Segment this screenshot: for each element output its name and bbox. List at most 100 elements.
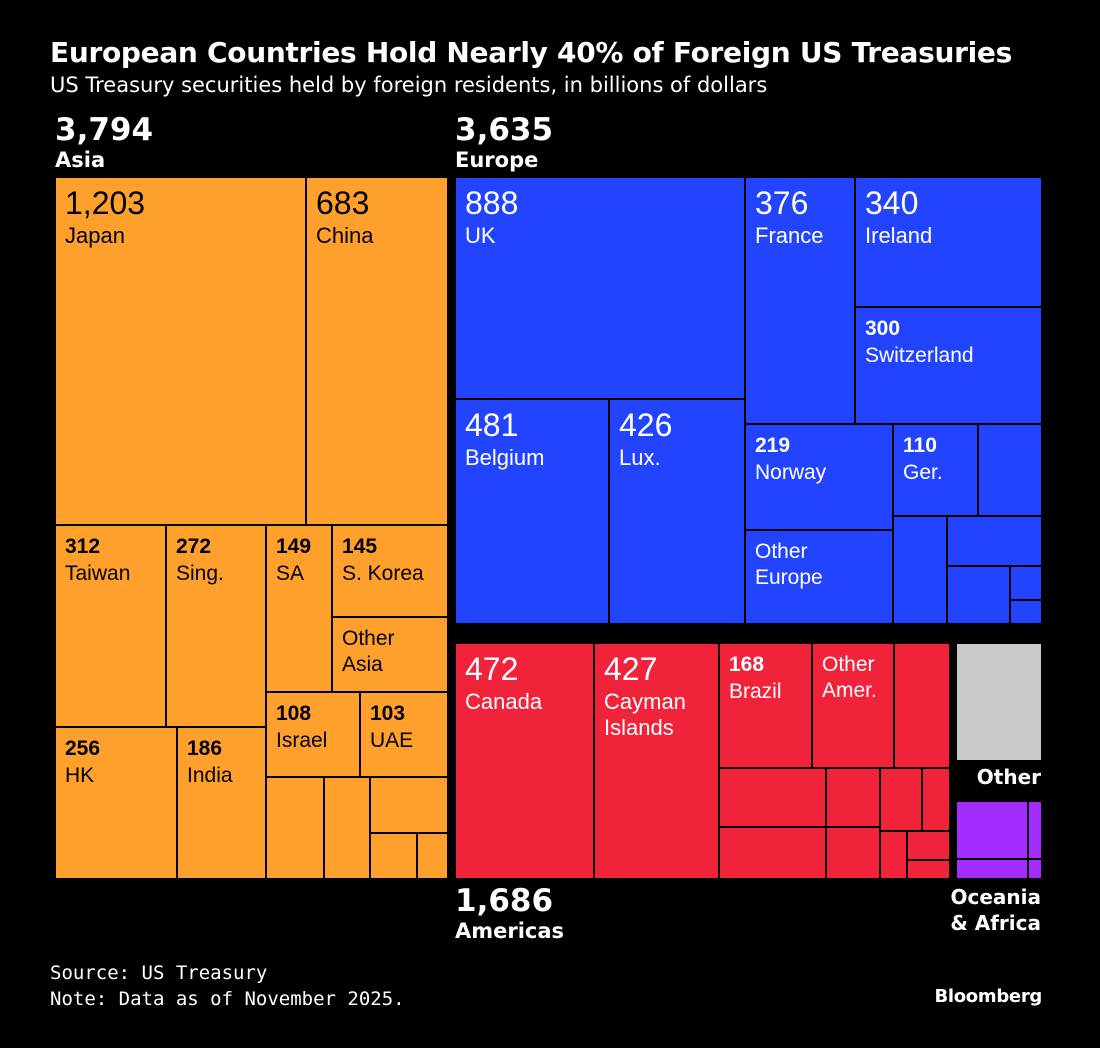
tile-name-france: France xyxy=(755,223,823,248)
tile-oceania-1 xyxy=(955,800,1029,860)
tile-value-ireland: 340 xyxy=(865,185,918,221)
tile-belgium xyxy=(454,398,610,625)
tile-europe-minor-6 xyxy=(1009,599,1043,625)
tile-other xyxy=(955,642,1043,762)
tile-oceania-4 xyxy=(1027,858,1043,880)
tile-name-ger: Ger. xyxy=(903,461,943,484)
tile-europe-minor-1 xyxy=(977,423,1043,517)
tile-s-korea xyxy=(331,524,449,618)
tile-japan xyxy=(54,176,307,526)
tile-name-other-europe-1: Other xyxy=(755,540,808,563)
tile-name-other-asia-1: Other xyxy=(342,627,395,650)
tile-other-asia xyxy=(331,616,449,693)
group-label-asia: 3,794 Asia xyxy=(55,115,153,171)
tile-name-other-amer-1: Other xyxy=(822,653,875,676)
tile-value-hk: 256 xyxy=(65,737,100,760)
tile-value-switzerland: 300 xyxy=(865,317,900,340)
tile-value-uk: 888 xyxy=(465,185,518,221)
tile-switzerland xyxy=(854,306,1043,425)
tile-americas-minor-5 xyxy=(921,767,951,832)
tile-asia-minor-1 xyxy=(265,776,325,880)
tile-americas-minor-3 xyxy=(825,767,881,828)
tile-name-cayman-islands-1: Cayman xyxy=(604,689,686,714)
tile-hk xyxy=(54,726,178,880)
tile-name-hk: HK xyxy=(65,764,94,787)
group-name-americas: Americas xyxy=(455,919,565,943)
group-label-other: Other xyxy=(977,764,1041,790)
tile-value-ger: 110 xyxy=(903,434,937,457)
group-name-asia: Asia xyxy=(55,148,106,172)
data-note: Note: Data as of November 2025. xyxy=(50,988,405,1010)
tile-name-canada: Canada xyxy=(465,689,543,714)
tile-europe-minor-2 xyxy=(892,515,948,625)
group-total-americas: 1,686 xyxy=(455,883,554,919)
tile-norway xyxy=(744,423,894,531)
tile-americas-minor-4 xyxy=(879,767,923,832)
tile-name-brazil: Brazil xyxy=(729,680,782,703)
tile-name-sa: SA xyxy=(276,562,304,585)
footer: Source: US Treasury Note: Data as of Nov… xyxy=(50,960,405,1012)
source-note: Source: US Treasury xyxy=(50,962,268,984)
group-total-asia: 3,794 xyxy=(55,112,154,148)
tile-name-other-amer-2: Amer. xyxy=(822,679,877,702)
tile-value-canada: 472 xyxy=(465,651,518,687)
tile-name-belgium: Belgium xyxy=(465,445,544,470)
chart-subtitle: US Treasury securities held by foreign r… xyxy=(50,73,768,97)
tile-other-europe xyxy=(744,529,894,625)
tile-asia-minor-5 xyxy=(416,832,449,880)
tile-asia-minor-3 xyxy=(369,776,449,834)
tile-ger xyxy=(892,423,979,517)
tile-france xyxy=(744,176,856,425)
tile-oceania-2 xyxy=(1027,800,1043,860)
tile-israel xyxy=(265,691,361,778)
tile-value-india: 186 xyxy=(187,737,222,760)
tile-value-norway: 219 xyxy=(755,434,790,457)
bloomberg-logo: Bloomberg xyxy=(934,986,1042,1007)
tile-uae xyxy=(359,691,449,778)
tile-oceania-3 xyxy=(955,858,1029,880)
tile-value-s-korea: 145 xyxy=(342,535,377,558)
tile-value-sing: 272 xyxy=(176,535,211,558)
tile-name-ireland: Ireland xyxy=(865,223,932,248)
tile-other-amer xyxy=(811,642,895,769)
group-name-europe: Europe xyxy=(455,148,539,172)
tile-china xyxy=(305,176,449,526)
tile-asia-minor-4 xyxy=(369,832,418,880)
group-label-americas: 1,686 Americas xyxy=(455,886,564,942)
tile-ireland xyxy=(854,176,1043,308)
tile-americas-minor-2 xyxy=(718,767,827,828)
tile-name-lux: Lux. xyxy=(619,445,661,470)
tile-value-china: 683 xyxy=(316,185,369,221)
tile-europe-minor-4 xyxy=(946,565,1011,625)
tile-india xyxy=(176,726,267,880)
tile-name-uae: UAE xyxy=(370,729,413,752)
group-name-oceania-africa: Oceania & Africa xyxy=(950,885,1041,935)
tile-name-other-asia-2: Asia xyxy=(342,653,383,676)
tile-taiwan xyxy=(54,524,167,728)
tile-value-taiwan: 312 xyxy=(65,535,100,558)
tile-name-israel: Israel xyxy=(276,729,327,752)
tile-americas-minor-1 xyxy=(893,642,951,769)
tile-americas-minor-10 xyxy=(906,859,951,880)
group-label-oceania-africa: Oceania & Africa xyxy=(931,884,1041,936)
tile-americas-minor-7 xyxy=(825,826,881,880)
tile-americas-minor-8 xyxy=(879,830,908,880)
tile-name-norway: Norway xyxy=(755,461,827,484)
tile-name-sing: Sing. xyxy=(176,562,224,585)
tile-name-india: India xyxy=(187,764,233,787)
group-label-europe: 3,635 Europe xyxy=(455,115,553,171)
tile-name-taiwan: Taiwan xyxy=(65,562,130,585)
tile-americas-minor-6 xyxy=(718,826,827,880)
tile-value-belgium: 481 xyxy=(465,407,518,443)
tile-name-other-europe-2: Europe xyxy=(755,566,823,589)
tile-sing xyxy=(165,524,267,728)
tile-value-brazil: 168 xyxy=(729,653,764,676)
tile-europe-minor-3 xyxy=(946,515,1043,567)
tile-value-israel: 108 xyxy=(276,702,311,725)
tile-value-lux: 426 xyxy=(619,407,672,443)
tile-europe-minor-5 xyxy=(1009,565,1043,601)
tile-brazil xyxy=(718,642,813,769)
tile-name-uk: UK xyxy=(465,223,496,248)
tile-name-cayman-islands-2: Islands xyxy=(604,715,674,740)
